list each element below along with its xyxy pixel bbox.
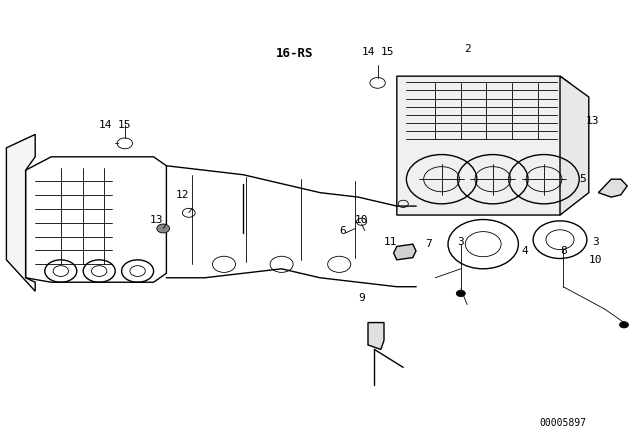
Text: 10: 10 — [355, 215, 369, 224]
Text: 12: 12 — [175, 190, 189, 200]
Text: 3: 3 — [592, 237, 598, 247]
Text: 15: 15 — [118, 121, 132, 130]
Text: 8: 8 — [560, 246, 566, 256]
Polygon shape — [598, 179, 627, 197]
Polygon shape — [394, 244, 416, 260]
Text: 14: 14 — [361, 47, 375, 56]
Text: 11: 11 — [383, 237, 397, 247]
Text: 00005897: 00005897 — [540, 418, 587, 428]
Polygon shape — [6, 134, 35, 291]
Text: 16-RS: 16-RS — [276, 47, 313, 60]
Circle shape — [620, 322, 628, 328]
Circle shape — [157, 224, 170, 233]
Text: 9: 9 — [358, 293, 365, 303]
Text: 13: 13 — [150, 215, 164, 224]
Polygon shape — [397, 76, 570, 215]
Text: 4: 4 — [522, 246, 528, 256]
Circle shape — [456, 290, 465, 297]
Text: 14: 14 — [99, 121, 113, 130]
Polygon shape — [368, 323, 384, 349]
Text: 13: 13 — [585, 116, 599, 126]
Text: 7: 7 — [426, 239, 432, 249]
Polygon shape — [560, 76, 589, 215]
Text: 5: 5 — [579, 174, 586, 184]
Text: 3: 3 — [458, 237, 464, 247]
Text: 10: 10 — [588, 255, 602, 265]
Text: 6: 6 — [339, 226, 346, 236]
Text: 2: 2 — [464, 44, 470, 54]
Text: 15: 15 — [380, 47, 394, 56]
